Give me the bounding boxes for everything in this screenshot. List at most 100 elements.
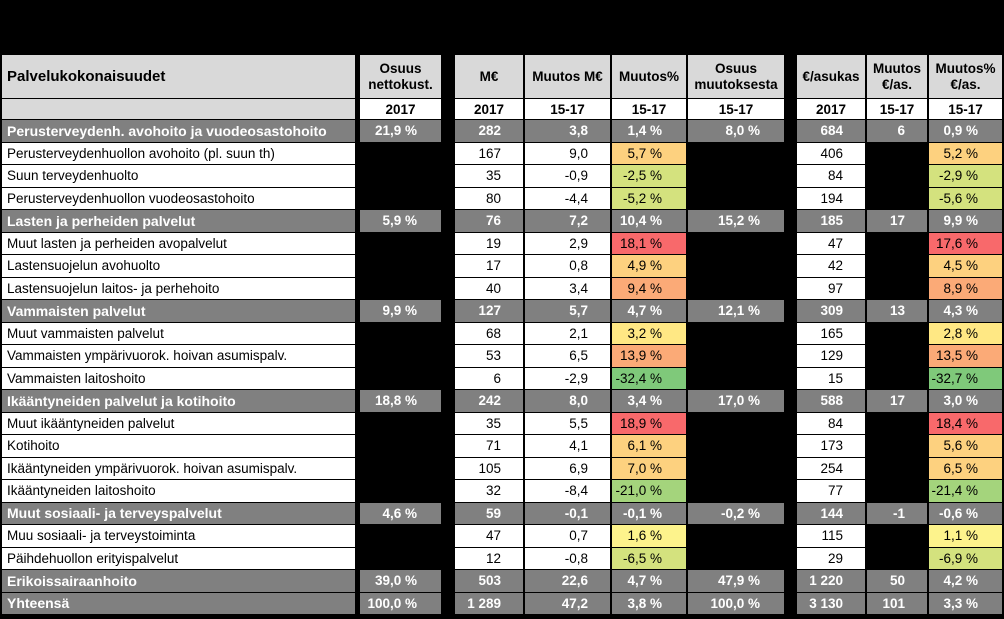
row-change-eur-res: 101 bbox=[867, 592, 927, 614]
row-eur-res: 1 220 bbox=[797, 570, 865, 592]
row-change-pct: 3,2 % bbox=[612, 322, 686, 344]
row-share bbox=[360, 165, 441, 187]
row-change-pct: 3,4 % bbox=[612, 390, 686, 412]
row-label: Yhteensä bbox=[2, 592, 355, 614]
row-meur: 47 bbox=[455, 525, 523, 547]
row-share bbox=[360, 187, 441, 209]
row-share bbox=[360, 322, 441, 344]
row-meur: 40 bbox=[455, 277, 523, 299]
row-change-pct-res: 17,6 % bbox=[929, 232, 1002, 254]
row-share bbox=[360, 435, 441, 457]
row-change-meur: 3,8 bbox=[525, 120, 610, 142]
table-row: Suun terveydenhuolto 35 -0,9 -2,5 % 84 -2,9 % bbox=[0, 165, 1004, 188]
row-change-pct: 9,4 % bbox=[612, 277, 686, 299]
row-eur-res: 173 bbox=[797, 435, 865, 457]
group-row: Perusterveydenh. avohoito ja vuodeosasto… bbox=[0, 120, 1004, 143]
row-meur: 12 bbox=[455, 547, 523, 569]
row-eur-res: 42 bbox=[797, 255, 865, 277]
row-change-eur-res bbox=[867, 165, 927, 187]
row-change-pct: -0,1 % bbox=[612, 502, 686, 524]
row-change-meur: -2,9 bbox=[525, 367, 610, 389]
row-label: Vammaisten ympärivuorok. hoivan asumispa… bbox=[2, 345, 355, 367]
row-change-eur-res bbox=[867, 277, 927, 299]
row-meur: 76 bbox=[455, 210, 523, 232]
row-meur: 19 bbox=[455, 232, 523, 254]
group-row: Vammaisten palvelut 9,9 % 127 5,7 4,7 % 12,1 … bbox=[0, 300, 1004, 323]
row-share-change bbox=[688, 187, 784, 209]
table-row: Lastensuojelun avohuolto 17 0,8 4,9 % 42 4,5 … bbox=[0, 255, 1004, 278]
table-row: Lastensuojelun laitos- ja perhehoito 40 3,… bbox=[0, 277, 1004, 301]
row-change-eur-res bbox=[867, 345, 927, 367]
row-label: Muut vammaisten palvelut bbox=[2, 322, 355, 344]
row-meur: 17 bbox=[455, 255, 523, 277]
row-eur-res: 47 bbox=[797, 232, 865, 254]
row-change-meur: 2,9 bbox=[525, 232, 610, 254]
row-label: Vammaisten palvelut bbox=[2, 300, 355, 322]
row-meur: 127 bbox=[455, 300, 523, 322]
table-row: Vammaisten laitoshoito 6 -2,9 -32,4 % 15 -32,… bbox=[0, 367, 1004, 391]
row-label: Perusterveydenhuollon vuodeosastohoito bbox=[2, 187, 355, 209]
row-share bbox=[360, 232, 441, 254]
row-share bbox=[360, 367, 441, 389]
header-share-net-cost: Osuus nettokust. bbox=[360, 55, 441, 98]
row-change-pct-res: 2,8 % bbox=[929, 322, 1002, 344]
row-change-eur-res: 17 bbox=[867, 390, 927, 412]
row-change-eur-res bbox=[867, 322, 927, 344]
row-eur-res: 185 bbox=[797, 210, 865, 232]
row-change-pct-res: 4,3 % bbox=[929, 300, 1002, 322]
row-change-pct-res: 5,6 % bbox=[929, 435, 1002, 457]
row-meur: 167 bbox=[455, 142, 523, 164]
row-meur: 1 289 bbox=[455, 592, 523, 614]
top-black-band bbox=[0, 0, 1004, 55]
row-label: Muut ikääntyneiden palvelut bbox=[2, 412, 355, 434]
row-share-change bbox=[688, 165, 784, 187]
row-share-change: 15,2 % bbox=[688, 210, 784, 232]
row-label: Kotihoito bbox=[2, 435, 355, 457]
table-row: Muut ikääntyneiden palvelut 35 5,5 18,9 % 84… bbox=[0, 412, 1004, 436]
row-eur-res: 84 bbox=[797, 165, 865, 187]
row-change-pct-res: 3,3 % bbox=[929, 592, 1002, 614]
row-label: Muut sosiaali- ja terveyspalvelut bbox=[2, 502, 355, 524]
row-change-meur: -0,1 bbox=[525, 502, 610, 524]
row-share bbox=[360, 457, 441, 479]
row-meur: 80 bbox=[455, 187, 523, 209]
header-change-pct: Muutos% bbox=[612, 55, 686, 98]
table-row: Perusterveydenhuollon vuodeosastohoito 80… bbox=[0, 187, 1004, 211]
year-change-pct-res: 15-17 bbox=[929, 99, 1002, 119]
table-row: Ikääntyneiden ympärivuorok. hoivan asumi… bbox=[0, 457, 1004, 481]
header-eur-per-resident: €/asukas bbox=[797, 55, 865, 98]
row-meur: 71 bbox=[455, 435, 523, 457]
row-label: Lastensuojelun laitos- ja perhehoito bbox=[2, 277, 355, 299]
table-row: Päihdehuollon erityispalvelut 12 -0,8 -6,5 … bbox=[0, 547, 1004, 571]
header-category: Palvelukokonaisuudet bbox=[2, 55, 355, 98]
row-share-change bbox=[688, 412, 784, 434]
row-change-eur-res bbox=[867, 142, 927, 164]
row-share: 21,9 % bbox=[360, 120, 441, 142]
row-change-pct-res: 4,5 % bbox=[929, 255, 1002, 277]
table-row: Muu sosiaali- ja terveystoiminta 47 0,7 1,6… bbox=[0, 525, 1004, 548]
row-meur: 35 bbox=[455, 412, 523, 434]
row-change-meur: 5,5 bbox=[525, 412, 610, 434]
row-change-meur: 22,6 bbox=[525, 570, 610, 592]
row-share bbox=[360, 525, 441, 547]
row-label: Lasten ja perheiden palvelut bbox=[2, 210, 355, 232]
row-change-pct-res: 6,5 % bbox=[929, 457, 1002, 479]
row-change-eur-res: -1 bbox=[867, 502, 927, 524]
group-row: Lasten ja perheiden palvelut 5,9 % 76 7,2 10… bbox=[0, 210, 1004, 233]
group-row: Ikääntyneiden palvelut ja kotihoito 18,8 … bbox=[0, 390, 1004, 413]
row-change-eur-res bbox=[867, 232, 927, 254]
row-change-pct: 13,9 % bbox=[612, 345, 686, 367]
row-eur-res: 29 bbox=[797, 547, 865, 569]
row-meur: 242 bbox=[455, 390, 523, 412]
header-change-meur: Muutos M€ bbox=[525, 55, 610, 98]
row-change-meur: 8,0 bbox=[525, 390, 610, 412]
row-change-meur: 7,2 bbox=[525, 210, 610, 232]
header-change-pct-per-resident: Muutos% €/as. bbox=[929, 55, 1002, 98]
row-change-pct-res: -6,9 % bbox=[929, 547, 1002, 569]
row-share bbox=[360, 412, 441, 434]
row-eur-res: 129 bbox=[797, 345, 865, 367]
row-change-pct-res: -32,7 % bbox=[929, 367, 1002, 389]
row-label: Vammaisten laitoshoito bbox=[2, 367, 355, 389]
row-share-change bbox=[688, 232, 784, 254]
row-label: Perusterveydenh. avohoito ja vuodeosasto… bbox=[2, 120, 355, 142]
